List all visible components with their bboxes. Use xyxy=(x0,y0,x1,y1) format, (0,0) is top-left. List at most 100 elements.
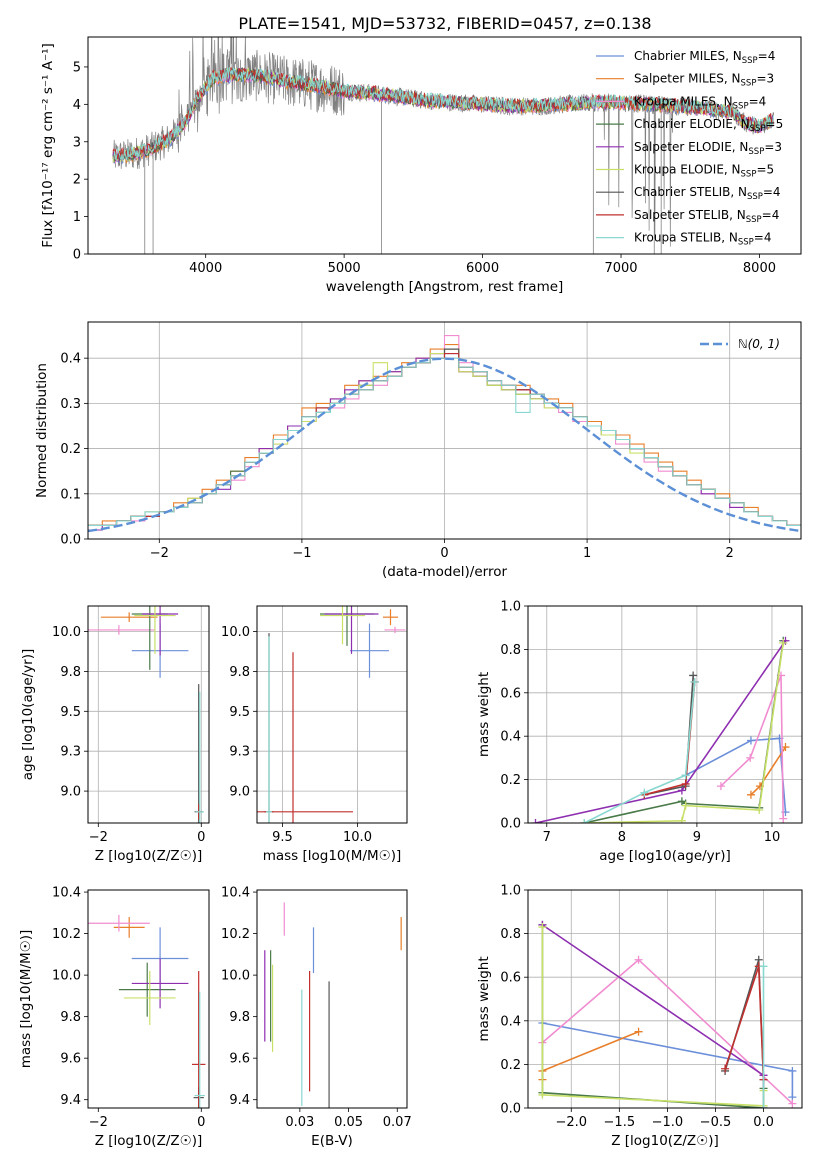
x-tick-label: −2.0 xyxy=(555,1115,587,1130)
series-marker xyxy=(538,923,547,932)
legend-label: Kroupa MILES, NSSP=4 xyxy=(634,94,766,111)
x-axis-label: mass [log10(M/M☉)] xyxy=(263,848,402,864)
legend-label-text: Chabrier MILES, N xyxy=(634,49,742,63)
y-axis-label: age [log10(age/yr)] xyxy=(20,649,36,781)
plot-area xyxy=(88,335,801,533)
y-tick-label: 9.3 xyxy=(229,745,250,760)
panel-mass-vs-Z: −2 0 9.4 9.6 9.8 10.0 10.2 10.4 Z [log10(Z/Z☉)] m… xyxy=(18,886,210,1149)
x-tick-label: −2 xyxy=(89,1115,108,1130)
x-axis-label: Z [log10(Z/Z☉)] xyxy=(95,848,203,864)
x-tick-label: −2 xyxy=(89,830,108,845)
axes-frame xyxy=(87,321,802,540)
x-tick-label: −1.5 xyxy=(604,1115,636,1130)
y-tick-label: 10.0 xyxy=(221,625,250,640)
axes-frame xyxy=(87,36,802,255)
x-axis-label: (data-model)/error xyxy=(382,564,508,580)
legend-label: Salpeter ELODIE, NSSP=3 xyxy=(634,140,782,157)
x-axis-label: wavelength [Angstrom, rest frame] xyxy=(326,279,564,295)
legend-label-suffix: =5 xyxy=(756,163,774,177)
legend-label-suffix: =4 xyxy=(754,231,772,245)
y-tick-label: 0.0 xyxy=(500,817,521,832)
series-marker xyxy=(677,786,686,795)
y-tick-label: 1.0 xyxy=(500,884,521,899)
legend-label-suffix: =3 xyxy=(756,72,774,86)
series-marker xyxy=(681,801,690,810)
axes-frame xyxy=(256,889,408,1109)
legend-label-subscript: SSP xyxy=(741,79,757,89)
y-axis-label: Flux [fλ10⁻¹⁷ erg cm⁻² s⁻¹ A⁻¹] xyxy=(40,43,56,248)
legend-label-text: Kroupa ELODIE, N xyxy=(634,163,741,177)
series-marker xyxy=(681,771,690,780)
y-tick-label: 10.0 xyxy=(52,969,81,984)
legend-label: Kroupa STELIB, NSSP=4 xyxy=(634,231,772,248)
legend-label-suffix: =4 xyxy=(763,185,781,199)
y-tick-label: 0.6 xyxy=(500,971,521,986)
legend-label-suffix: =3 xyxy=(764,140,782,154)
x-axis-label: Z [log10(Z/Z☉)] xyxy=(611,1133,719,1149)
series-marker xyxy=(640,788,649,797)
panel-residuals: −2 −1 0 1 2 0.0 0.1 0.2 0.3 0.4 (data-model)/error… xyxy=(34,321,802,580)
y-tick-label: 9.5 xyxy=(229,705,250,720)
legend-label-text: Chabrier STELIB, N xyxy=(634,185,747,199)
x-tick-label: 0.03 xyxy=(285,1115,314,1130)
legend-label-subscript: SSP xyxy=(733,101,749,111)
legend-label: Salpeter MILES, NSSP=3 xyxy=(634,72,774,89)
axes-frame xyxy=(87,605,210,824)
series-marker xyxy=(531,819,540,823)
point-kroupa-elodie xyxy=(320,606,365,645)
series-marker xyxy=(681,779,690,788)
y-tick-label: 0.4 xyxy=(500,730,521,745)
plot-area xyxy=(538,920,797,1108)
model-line-kroupa-stelib xyxy=(112,67,774,162)
y-tick-label: 5 xyxy=(73,60,81,75)
series-marker xyxy=(779,814,788,823)
y-tick-label: 1 xyxy=(73,210,81,225)
x-tick-label: 9 xyxy=(693,830,701,845)
legend-label-suffix: =4 xyxy=(749,94,767,108)
x-tick-label: −2 xyxy=(150,546,169,561)
series-marker xyxy=(788,1066,797,1075)
y-tick-label: 10.2 xyxy=(52,927,81,942)
panel-age-vs-Z: −2 0 9.0 9.3 9.5 9.8 10.0 Z [log10(Z/Z☉)] age [l… xyxy=(20,605,210,864)
point-kroupa-elodie xyxy=(134,606,176,654)
panel-weight-vs-age: 7 8 9 10 0.0 0.2 0.4 0.6 0.8 1.0 age [log10(age/yr… xyxy=(476,600,803,864)
x-tick-label: 8000 xyxy=(743,261,776,276)
y-tick-label: 1.0 xyxy=(500,600,521,615)
y-tick-label: 0.2 xyxy=(500,773,521,788)
x-axis-label: age [log10(age/yr)] xyxy=(599,848,731,864)
y-tick-label: 10.0 xyxy=(221,969,250,984)
series-marker xyxy=(634,1027,643,1036)
y-tick-label: 0 xyxy=(73,248,81,263)
series-marker xyxy=(755,805,764,814)
x-tick-label: 0 xyxy=(197,1115,205,1130)
x-axis-label: E(B-V) xyxy=(311,1133,353,1149)
series-marker xyxy=(677,816,686,823)
point-kroupa-stelib xyxy=(266,636,272,823)
y-tick-label: 10.2 xyxy=(221,927,250,942)
x-tick-label: 0.0 xyxy=(753,1115,774,1130)
point-salpeter-stelib xyxy=(192,970,206,1108)
point-salpeter-stelib xyxy=(257,652,353,823)
legend-label: Kroupa ELODIE, NSSP=5 xyxy=(634,163,774,180)
point-kroupa-stelib xyxy=(194,991,205,1108)
gaussian-curve xyxy=(88,357,801,533)
series-marker xyxy=(580,819,589,823)
y-tick-label: 10.4 xyxy=(221,886,250,901)
y-tick-label: 10.0 xyxy=(52,625,81,640)
y-tick-label: 4 xyxy=(73,98,81,113)
legend-label: Chabrier MILES, NSSP=4 xyxy=(634,49,775,66)
axes-frame xyxy=(87,889,210,1109)
legend-label-text: Salpeter STELIB, N xyxy=(634,208,746,222)
histogram-kroupa-stelib xyxy=(88,357,801,526)
y-tick-label: 0.8 xyxy=(500,927,521,942)
y-tick-label: 0.0 xyxy=(500,1102,521,1117)
plot-area xyxy=(257,606,406,823)
series-marker xyxy=(746,736,755,745)
y-tick-label: 0.3 xyxy=(60,397,81,412)
x-axis-label: Z [log10(Z/Z☉)] xyxy=(95,1133,203,1149)
x-tick-label: 10.0 xyxy=(343,830,372,845)
plot-area xyxy=(112,37,774,254)
axes-frame xyxy=(256,605,408,824)
point-chabrier-elodie xyxy=(118,962,176,1017)
